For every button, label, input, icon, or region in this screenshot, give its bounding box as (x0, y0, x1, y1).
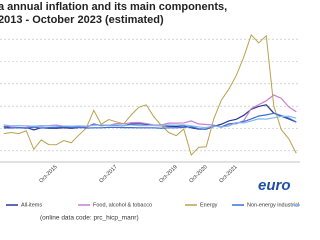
chart-title: a annual inflation and its main componen… (0, 1, 227, 13)
series-line (3, 33, 297, 157)
series-line (3, 112, 297, 130)
series-line (3, 115, 297, 129)
logo: euro (258, 177, 291, 194)
legend-label: Non-energy industrial goods (247, 202, 300, 208)
legend-label: Food, alcohol & tobacco (93, 202, 152, 208)
chart: a annual inflation and its main componen… (0, 1, 300, 222)
source: (online data code: prc_hicp_manr) (40, 215, 139, 222)
legend-label: All-items (21, 202, 42, 208)
chart-subtitle: 2013 - October 2023 (estimated) (0, 14, 164, 26)
legend-label: Energy (200, 202, 218, 208)
x-tick-label: Oct-2020 (188, 164, 208, 184)
x-tick-label: Oct-2021 (218, 164, 238, 184)
x-tick-label: Oct-2017 (98, 164, 118, 184)
x-tick-label: Oct-2015 (38, 164, 58, 184)
x-tick-label: Oct-2019 (158, 164, 178, 184)
